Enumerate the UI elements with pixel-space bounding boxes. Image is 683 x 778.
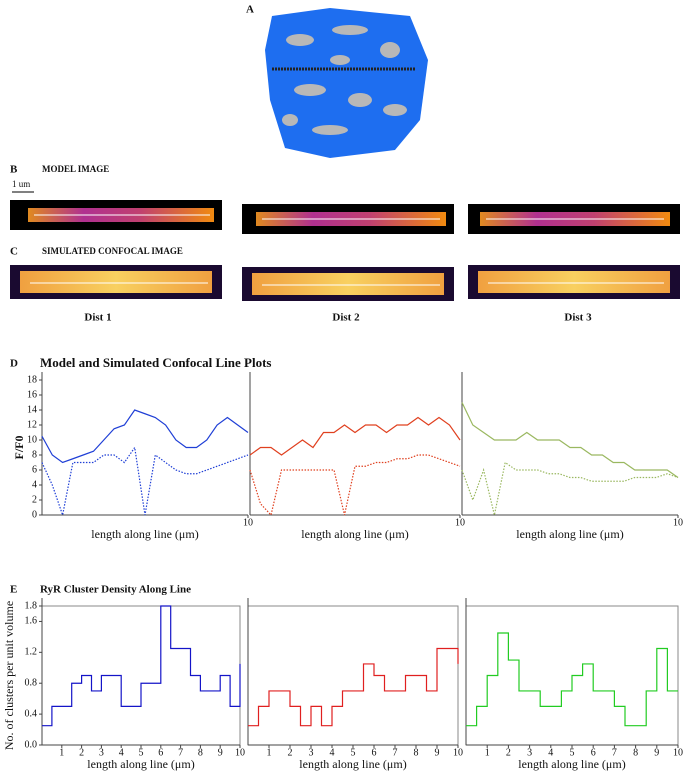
y-tick-label: 8 bbox=[32, 449, 37, 460]
x-tick-label: 6 bbox=[372, 747, 377, 758]
x-axis-label: length along line (μm) bbox=[91, 527, 198, 541]
y-tick-label: 0.0 bbox=[25, 739, 38, 750]
data-line bbox=[42, 605, 241, 727]
x-tick-label: 7 bbox=[612, 747, 617, 758]
panel-label: C bbox=[10, 246, 18, 258]
y-tick-label: 0.8 bbox=[25, 678, 38, 689]
y-tick-label: 18 bbox=[27, 374, 37, 385]
y-tick-label: 4 bbox=[32, 479, 37, 490]
panel-label: D bbox=[10, 358, 18, 370]
cell-image bbox=[265, 8, 428, 158]
x-tick-label: 5 bbox=[351, 747, 356, 758]
y-axis-label: F/F0 bbox=[12, 436, 26, 460]
x-tick-label: 4 bbox=[330, 747, 335, 758]
x-tick-label: 4 bbox=[548, 747, 553, 758]
y-tick-label: 0 bbox=[32, 509, 37, 520]
section-title: Model and Simulated Confocal Line Plots bbox=[40, 355, 272, 370]
x-tick-label: 4 bbox=[119, 747, 124, 758]
plot-frame bbox=[41, 605, 241, 746]
x-tick-label: 3 bbox=[309, 747, 314, 758]
model-images bbox=[10, 200, 680, 234]
y-tick-label: 0.4 bbox=[25, 708, 38, 719]
x-tick-label: 9 bbox=[218, 747, 223, 758]
x-tick-label: 10 bbox=[235, 747, 245, 758]
x-tick-label: 5 bbox=[139, 747, 144, 758]
dist-label: Dist 2 bbox=[332, 312, 360, 324]
y-tick-label: 1.6 bbox=[25, 616, 38, 627]
y-tick-label: 2 bbox=[32, 494, 37, 505]
x-tick-label: 6 bbox=[158, 747, 163, 758]
y-tick-label: 1.8 bbox=[25, 600, 38, 611]
plot-frame bbox=[250, 380, 460, 515]
x-tick-label: 7 bbox=[178, 747, 183, 758]
x-tick-label: 8 bbox=[633, 747, 638, 758]
y-tick-label: 1.2 bbox=[25, 647, 38, 658]
x-tick-label: 7 bbox=[393, 747, 398, 758]
confocal-images bbox=[10, 265, 680, 301]
section-title: RyR Cluster Density Along Line bbox=[40, 584, 191, 596]
data-line bbox=[461, 402, 679, 478]
panel-label: B bbox=[10, 164, 18, 176]
y-tick-label: 10 bbox=[27, 434, 37, 445]
x-tick-label: 1 bbox=[59, 747, 64, 758]
data-line bbox=[41, 409, 249, 464]
section-title: SIMULATED CONFOCAL IMAGE bbox=[42, 246, 183, 256]
dist-label: Dist 3 bbox=[564, 312, 592, 324]
scale-bar-label: 1 um bbox=[12, 179, 30, 189]
x-axis-label: length along line (μm) bbox=[516, 527, 623, 541]
plot-frame bbox=[42, 380, 248, 515]
dist-label: Dist 1 bbox=[84, 312, 111, 324]
data-line bbox=[461, 461, 679, 516]
x-tick-label: 2 bbox=[288, 747, 293, 758]
panel-label: E bbox=[10, 584, 17, 596]
x-tick-label: 9 bbox=[435, 747, 440, 758]
y-tick-label: 14 bbox=[27, 404, 37, 415]
x-axis-label: length along line (μm) bbox=[518, 757, 625, 771]
x-tick-label: 10 bbox=[673, 517, 683, 528]
data-line bbox=[249, 416, 461, 456]
x-tick-label: 3 bbox=[99, 747, 104, 758]
x-tick-label: 2 bbox=[79, 747, 84, 758]
x-tick-label: 1 bbox=[267, 747, 272, 758]
x-tick-label: 3 bbox=[527, 747, 532, 758]
x-axis-label: length along line (μm) bbox=[87, 757, 194, 771]
y-tick-label: 6 bbox=[32, 464, 37, 475]
x-tick-label: 5 bbox=[570, 747, 575, 758]
x-tick-label: 1 bbox=[485, 747, 490, 758]
x-tick-label: 8 bbox=[414, 747, 419, 758]
x-axis-label: length along line (μm) bbox=[301, 527, 408, 541]
x-tick-label: 8 bbox=[198, 747, 203, 758]
y-axis-label: No. of clusters per unit volume bbox=[2, 601, 16, 750]
data-line bbox=[249, 454, 461, 517]
y-tick-label: 12 bbox=[27, 419, 37, 430]
data-line bbox=[41, 445, 249, 518]
x-tick-label: 9 bbox=[654, 747, 659, 758]
section-title: MODEL IMAGE bbox=[42, 164, 109, 174]
x-tick-label: 6 bbox=[591, 747, 596, 758]
x-tick-label: 10 bbox=[453, 747, 463, 758]
x-axis-label: length along line (μm) bbox=[299, 757, 406, 771]
x-tick-label: 10 bbox=[455, 517, 465, 528]
x-tick-label: 2 bbox=[506, 747, 511, 758]
panel-label: A bbox=[246, 4, 254, 16]
data-line bbox=[466, 632, 678, 727]
x-tick-label: 10 bbox=[673, 747, 683, 758]
x-tick-label: 10 bbox=[243, 517, 253, 528]
y-tick-label: 16 bbox=[27, 389, 37, 400]
data-line bbox=[248, 647, 459, 727]
